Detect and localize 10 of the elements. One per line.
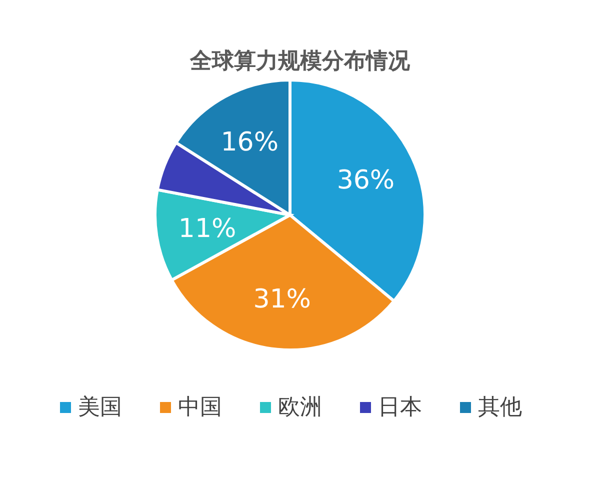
legend-label: 其他 bbox=[478, 395, 522, 420]
legend-label: 日本 bbox=[378, 395, 422, 420]
data-label: 36% bbox=[336, 165, 395, 196]
data-label: 16% bbox=[220, 128, 279, 158]
legend-label: 美国 bbox=[78, 395, 122, 420]
data-label: 11% bbox=[178, 214, 236, 244]
chart-title: 全球算力规模分布情况 bbox=[189, 49, 411, 74]
data-label: 31% bbox=[253, 284, 312, 314]
legend-label: 中国 bbox=[178, 395, 222, 420]
legend-label: 欧洲 bbox=[278, 395, 322, 420]
